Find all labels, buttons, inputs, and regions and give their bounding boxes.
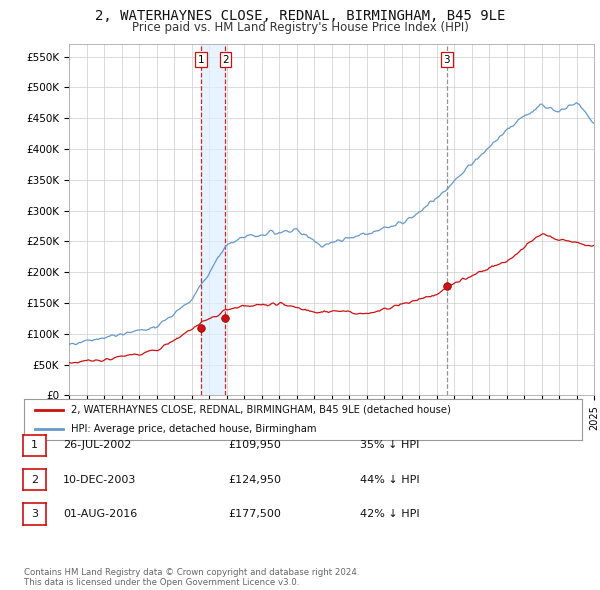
Text: £177,500: £177,500 xyxy=(228,509,281,519)
Text: £124,950: £124,950 xyxy=(228,475,281,484)
Text: 2: 2 xyxy=(31,475,38,484)
Text: 26-JUL-2002: 26-JUL-2002 xyxy=(63,441,131,450)
Text: 1: 1 xyxy=(31,441,38,450)
Text: £109,950: £109,950 xyxy=(228,441,281,450)
Text: 2, WATERHAYNES CLOSE, REDNAL, BIRMINGHAM, B45 9LE (detached house): 2, WATERHAYNES CLOSE, REDNAL, BIRMINGHAM… xyxy=(71,405,451,415)
Text: Price paid vs. HM Land Registry's House Price Index (HPI): Price paid vs. HM Land Registry's House … xyxy=(131,21,469,34)
Text: 3: 3 xyxy=(443,55,450,65)
Text: Contains HM Land Registry data © Crown copyright and database right 2024.
This d: Contains HM Land Registry data © Crown c… xyxy=(24,568,359,587)
Text: 42% ↓ HPI: 42% ↓ HPI xyxy=(360,509,419,519)
Text: 01-AUG-2016: 01-AUG-2016 xyxy=(63,509,137,519)
Text: 1: 1 xyxy=(198,55,205,65)
Bar xyxy=(201,44,226,395)
Text: 35% ↓ HPI: 35% ↓ HPI xyxy=(360,441,419,450)
Text: 2: 2 xyxy=(222,55,229,65)
Text: 44% ↓ HPI: 44% ↓ HPI xyxy=(360,475,419,484)
Text: 3: 3 xyxy=(31,509,38,519)
Text: 10-DEC-2003: 10-DEC-2003 xyxy=(63,475,136,484)
Text: HPI: Average price, detached house, Birmingham: HPI: Average price, detached house, Birm… xyxy=(71,424,317,434)
Text: 2, WATERHAYNES CLOSE, REDNAL, BIRMINGHAM, B45 9LE: 2, WATERHAYNES CLOSE, REDNAL, BIRMINGHAM… xyxy=(95,9,505,23)
